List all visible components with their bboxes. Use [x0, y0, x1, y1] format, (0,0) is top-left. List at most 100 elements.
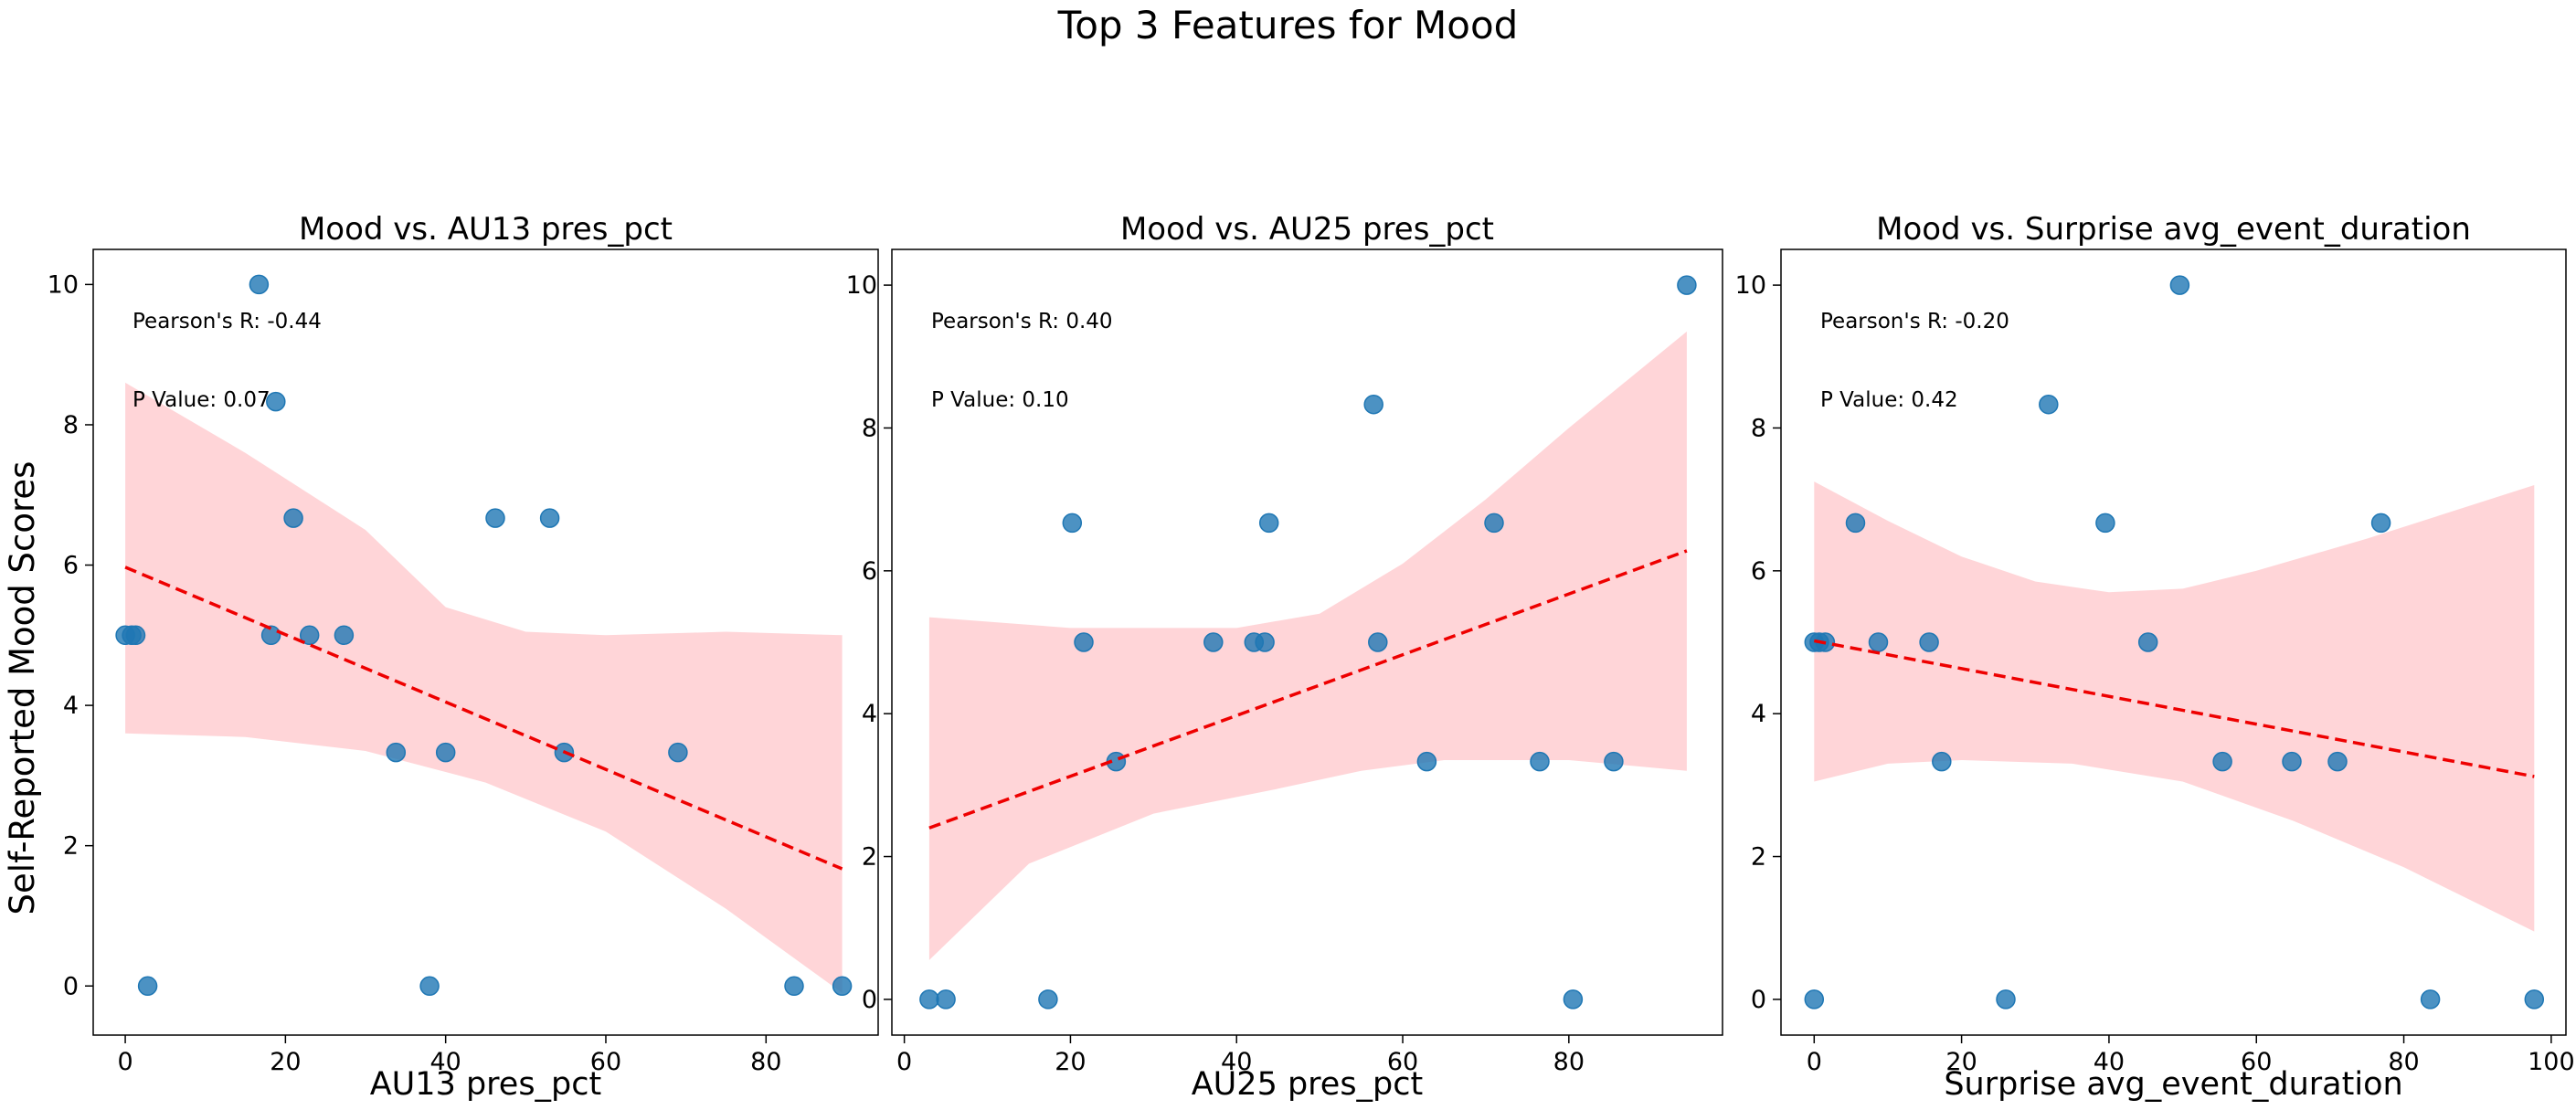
y-tick-label: 10 [1735, 271, 1766, 300]
pearson-r-annotation: Pearson's R: -0.20 [1820, 310, 2009, 333]
x-tick-label: 60 [2241, 1048, 2272, 1076]
data-point [1258, 513, 1279, 534]
pearson-r-annotation: Pearson's R: 0.40 [931, 310, 1113, 333]
data-point [539, 508, 560, 528]
panel-title: Mood vs. AU25 pres_pct [1120, 211, 1494, 248]
p-value-annotation: P Value: 0.42 [1820, 388, 1958, 412]
data-point [125, 625, 146, 646]
data-point [299, 625, 320, 646]
data-point [1932, 751, 1952, 772]
panel-2: 0 20 40 60 80 0 2 4 6 8 10 Mood vs. AU25 pres_pct AU… [846, 211, 1723, 1103]
x-tick-label: 0 [896, 1048, 912, 1076]
x-axis-label: AU25 pres_pct [1192, 1066, 1424, 1103]
x-tick-label: 40 [1221, 1048, 1252, 1076]
y-tick-label: 0 [1751, 986, 1766, 1014]
data-point [1845, 513, 1866, 534]
data-point [2524, 989, 2545, 1010]
data-point [1604, 751, 1624, 772]
y-tick-label: 8 [63, 411, 79, 439]
confidence-band [1814, 481, 2535, 932]
y-tick-label: 2 [862, 843, 877, 872]
x-tick-label: 20 [1945, 1048, 1977, 1076]
y-tick-label: 6 [1751, 557, 1766, 586]
data-point [1677, 275, 1697, 295]
data-point [2137, 632, 2158, 652]
x-tick-label: 20 [1055, 1048, 1086, 1076]
data-point [266, 391, 286, 412]
data-point [249, 274, 270, 295]
regression-line [124, 566, 843, 871]
plot-frame [1780, 248, 2567, 1036]
data-point [832, 976, 853, 997]
panel-title: Mood vs. AU13 pres_pct [299, 211, 673, 248]
data-point [386, 742, 407, 763]
x-tick-label: 20 [270, 1048, 301, 1076]
data-point [919, 989, 939, 1010]
y-tick-label: 10 [48, 270, 79, 299]
y-axis-label: Self-Reported Mood Scores [3, 461, 42, 915]
data-point [1530, 751, 1550, 772]
p-value-annotation: P Value: 0.07 [133, 388, 270, 412]
x-tick-label: 0 [1807, 1048, 1822, 1076]
data-point [1804, 989, 1825, 1010]
y-tick-label: 8 [862, 414, 877, 442]
data-point [784, 976, 804, 997]
data-point [1363, 394, 1383, 415]
y-tick-label: 2 [63, 832, 79, 861]
confidence-band [928, 331, 1687, 960]
figure-title: Top 3 Features for Mood [1057, 3, 1519, 48]
y-tick-label: 2 [1751, 843, 1766, 872]
data-point [2212, 751, 2232, 772]
p-value-annotation: P Value: 0.10 [931, 388, 1069, 412]
y-tick-label: 4 [1751, 700, 1766, 728]
data-point [1996, 989, 2016, 1010]
data-point [2095, 513, 2115, 534]
data-point [1255, 632, 1275, 652]
data-point [2282, 751, 2302, 772]
pearson-r-annotation: Pearson's R: -0.44 [133, 310, 322, 333]
x-axis-label: Surprise avg_event_duration [1944, 1066, 2402, 1103]
data-point [334, 625, 355, 646]
y-tick-label: 4 [862, 700, 877, 728]
panel-3: 0 20 40 60 80 100 0 2 4 6 8 10 Mood vs. Surprise avg… [1735, 211, 2575, 1103]
data-point [1919, 632, 1939, 652]
x-tick-label: 40 [2094, 1048, 2125, 1076]
data-point [2327, 751, 2348, 772]
x-axis-label: AU13 pres_pct [370, 1066, 602, 1103]
regression-line [1813, 639, 2535, 778]
data-point [1563, 989, 1584, 1010]
y-tick-label: 6 [862, 557, 877, 586]
data-point [2420, 989, 2441, 1010]
data-point [485, 508, 505, 528]
x-tick-label: 60 [1387, 1048, 1418, 1076]
regression-line [928, 549, 1688, 830]
data-point [1038, 989, 1058, 1010]
x-tick-label: 80 [2388, 1048, 2419, 1076]
data-point [137, 976, 158, 997]
x-tick-label: 80 [750, 1048, 781, 1076]
data-point [1868, 632, 1889, 652]
data-point [435, 742, 456, 763]
plot-frame [92, 248, 879, 1036]
data-point [1203, 632, 1224, 652]
y-tick-label: 4 [63, 692, 79, 720]
y-tick-label: 0 [63, 972, 79, 1000]
data-point [668, 742, 688, 763]
data-point [936, 989, 956, 1010]
data-point [260, 625, 281, 646]
data-point [1368, 632, 1388, 652]
x-tick-label: 100 [2528, 1048, 2575, 1076]
data-point [283, 508, 303, 528]
y-tick-label: 10 [846, 271, 877, 300]
y-tick-label: 0 [862, 986, 877, 1014]
x-tick-label: 60 [590, 1048, 621, 1076]
data-point [1062, 513, 1083, 534]
data-point [2370, 513, 2391, 534]
data-point [2169, 275, 2190, 295]
data-point [1484, 513, 1504, 534]
confidence-band [125, 382, 843, 993]
y-tick-label: 6 [63, 552, 79, 580]
